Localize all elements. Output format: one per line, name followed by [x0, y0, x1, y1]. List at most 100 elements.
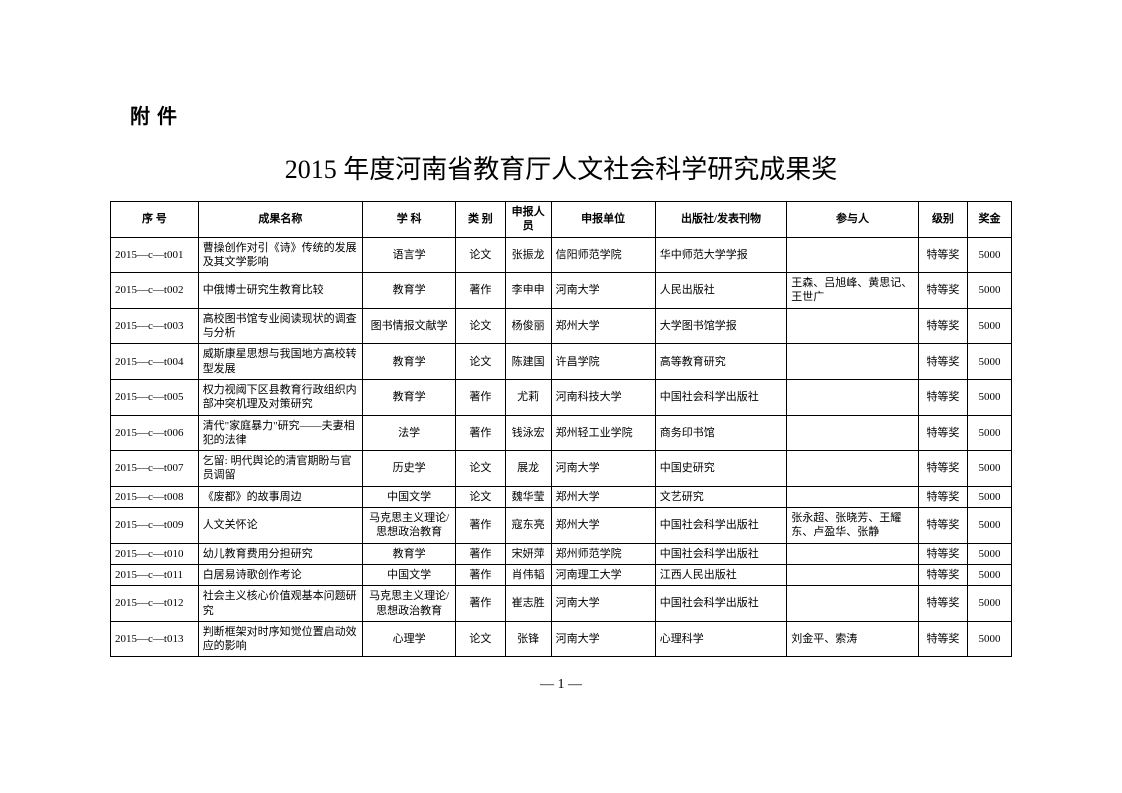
cell-publisher: 商务印书馆: [655, 415, 787, 451]
cell-participants: [787, 586, 919, 622]
header-participants: 参与人: [787, 202, 919, 238]
cell-seq: 2015—c—t008: [111, 486, 199, 507]
cell-name: 《废都》的故事周边: [198, 486, 362, 507]
cell-unit: 河南理工大学: [551, 564, 655, 585]
cell-participants: 张永超、张晓芳、王耀东、卢盈华、张静: [787, 508, 919, 544]
cell-publisher: 心理科学: [655, 621, 787, 657]
cell-unit: 信阳师范学院: [551, 237, 655, 273]
awards-table: 序 号 成果名称 学 科 类 别 申报人员 申报单位 出版社/发表刊物 参与人 …: [110, 201, 1012, 657]
cell-name: 乞留: 明代舆论的清官期盼与官员调留: [198, 451, 362, 487]
cell-participants: 王森、吕旭峰、黄思记、王世广: [787, 273, 919, 309]
cell-subject: 教育学: [363, 543, 456, 564]
cell-participants: [787, 237, 919, 273]
cell-name: 权力视阈下区县教育行政组织内部冲突机理及对策研究: [198, 379, 362, 415]
cell-applicant: 寇东亮: [505, 508, 551, 544]
cell-name: 曹操创作对引《诗》传统的发展及其文学影响: [198, 237, 362, 273]
cell-bonus: 5000: [968, 379, 1012, 415]
cell-unit: 郑州轻工业学院: [551, 415, 655, 451]
table-row: 2015—c—t005权力视阈下区县教育行政组织内部冲突机理及对策研究教育学著作…: [111, 379, 1012, 415]
cell-seq: 2015—c—t013: [111, 621, 199, 657]
cell-subject: 历史学: [363, 451, 456, 487]
cell-applicant: 宋妍萍: [505, 543, 551, 564]
cell-unit: 郑州大学: [551, 308, 655, 344]
cell-participants: [787, 543, 919, 564]
cell-unit: 郑州大学: [551, 508, 655, 544]
cell-type: 著作: [456, 586, 505, 622]
cell-seq: 2015—c—t001: [111, 237, 199, 273]
table-row: 2015—c—t003高校图书馆专业阅读现状的调查与分析图书情报文献学论文杨俊丽…: [111, 308, 1012, 344]
cell-applicant: 魏华莹: [505, 486, 551, 507]
cell-participants: 刘金平、索涛: [787, 621, 919, 657]
cell-bonus: 5000: [968, 621, 1012, 657]
cell-level: 特等奖: [918, 543, 967, 564]
table-row: 2015—c—t009人文关怀论马克思主义理论/思想政治教育著作寇东亮郑州大学中…: [111, 508, 1012, 544]
table-row: 2015—c—t004威斯康星思想与我国地方高校转型发展教育学论文陈建国许昌学院…: [111, 344, 1012, 380]
cell-publisher: 华中师范大学学报: [655, 237, 787, 273]
cell-participants: [787, 379, 919, 415]
table-row: 2015—c—t001曹操创作对引《诗》传统的发展及其文学影响语言学论文张振龙信…: [111, 237, 1012, 273]
cell-participants: [787, 344, 919, 380]
cell-applicant: 张锋: [505, 621, 551, 657]
cell-participants: [787, 451, 919, 487]
cell-type: 著作: [456, 415, 505, 451]
cell-level: 特等奖: [918, 586, 967, 622]
cell-name: 高校图书馆专业阅读现状的调查与分析: [198, 308, 362, 344]
cell-applicant: 展龙: [505, 451, 551, 487]
cell-type: 著作: [456, 543, 505, 564]
header-publisher: 出版社/发表刊物: [655, 202, 787, 238]
cell-applicant: 钱泳宏: [505, 415, 551, 451]
cell-participants: [787, 415, 919, 451]
table-row: 2015—c—t007乞留: 明代舆论的清官期盼与官员调留历史学论文展龙河南大学…: [111, 451, 1012, 487]
table-row: 2015—c—t013判断框架对时序知觉位置启动效应的影响心理学论文张锋河南大学…: [111, 621, 1012, 657]
cell-type: 论文: [456, 621, 505, 657]
cell-seq: 2015—c—t002: [111, 273, 199, 309]
cell-level: 特等奖: [918, 486, 967, 507]
cell-name: 威斯康星思想与我国地方高校转型发展: [198, 344, 362, 380]
cell-participants: [787, 486, 919, 507]
cell-name: 幼儿教育费用分担研究: [198, 543, 362, 564]
table-row: 2015—c—t010幼儿教育费用分担研究教育学著作宋妍萍郑州师范学院中国社会科…: [111, 543, 1012, 564]
cell-type: 著作: [456, 273, 505, 309]
table-row: 2015—c—t012社会主义核心价值观基本问题研究马克思主义理论/思想政治教育…: [111, 586, 1012, 622]
cell-bonus: 5000: [968, 508, 1012, 544]
cell-applicant: 尤莉: [505, 379, 551, 415]
cell-level: 特等奖: [918, 379, 967, 415]
cell-level: 特等奖: [918, 344, 967, 380]
cell-type: 著作: [456, 564, 505, 585]
cell-subject: 语言学: [363, 237, 456, 273]
header-bonus: 奖金: [968, 202, 1012, 238]
cell-subject: 马克思主义理论/思想政治教育: [363, 508, 456, 544]
cell-applicant: 李申申: [505, 273, 551, 309]
cell-subject: 马克思主义理论/思想政治教育: [363, 586, 456, 622]
cell-unit: 河南大学: [551, 451, 655, 487]
header-subject: 学 科: [363, 202, 456, 238]
cell-publisher: 中国社会科学出版社: [655, 543, 787, 564]
cell-seq: 2015—c—t012: [111, 586, 199, 622]
cell-unit: 许昌学院: [551, 344, 655, 380]
cell-participants: [787, 564, 919, 585]
cell-type: 论文: [456, 486, 505, 507]
page-title: 2015 年度河南省教育厅人文社会科学研究成果奖: [110, 149, 1012, 186]
cell-name: 白居易诗歌创作考论: [198, 564, 362, 585]
cell-name: 人文关怀论: [198, 508, 362, 544]
cell-applicant: 张振龙: [505, 237, 551, 273]
cell-type: 著作: [456, 379, 505, 415]
cell-bonus: 5000: [968, 451, 1012, 487]
cell-publisher: 中国史研究: [655, 451, 787, 487]
header-type: 类 别: [456, 202, 505, 238]
cell-seq: 2015—c—t010: [111, 543, 199, 564]
cell-subject: 法学: [363, 415, 456, 451]
cell-bonus: 5000: [968, 564, 1012, 585]
cell-publisher: 文艺研究: [655, 486, 787, 507]
table-body: 2015—c—t001曹操创作对引《诗》传统的发展及其文学影响语言学论文 张振龙信…: [111, 237, 1012, 657]
cell-bonus: 5000: [968, 486, 1012, 507]
attachment-label: 附 件: [130, 100, 1012, 129]
cell-type: 论文: [456, 451, 505, 487]
cell-publisher: 中国社会科学出版社: [655, 508, 787, 544]
cell-level: 特等奖: [918, 508, 967, 544]
cell-type: 著作: [456, 508, 505, 544]
header-level: 级别: [918, 202, 967, 238]
cell-publisher: 江西人民出版社: [655, 564, 787, 585]
table-row: 2015—c—t006清代"家庭暴力"研究——夫妻相犯的法律法学著作钱泳宏郑州轻…: [111, 415, 1012, 451]
cell-bonus: 5000: [968, 543, 1012, 564]
